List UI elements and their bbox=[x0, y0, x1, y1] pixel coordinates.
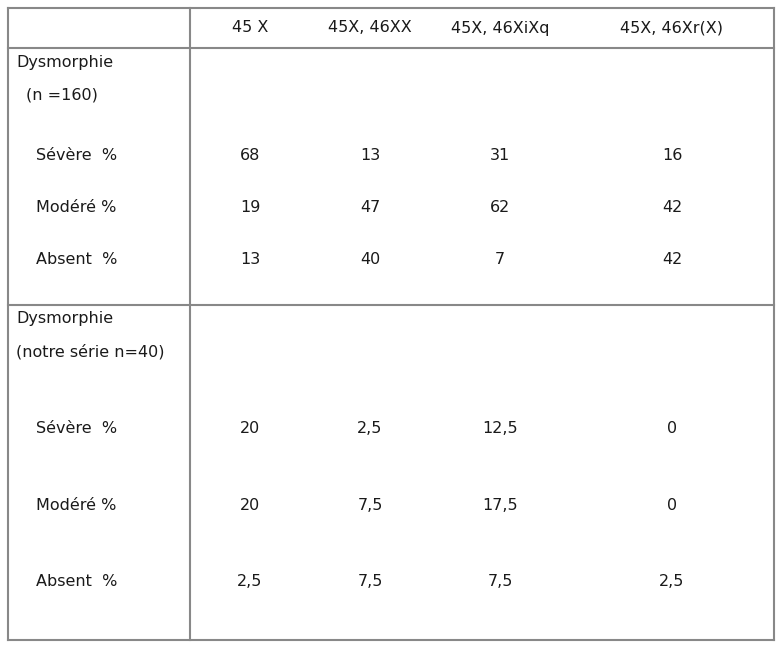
Text: Sévère  %: Sévère % bbox=[36, 148, 117, 163]
Text: 13: 13 bbox=[360, 148, 380, 163]
Text: Modéré %: Modéré % bbox=[36, 200, 117, 215]
Text: 17,5: 17,5 bbox=[482, 498, 518, 513]
Text: 45X, 46XiXq: 45X, 46XiXq bbox=[450, 21, 549, 36]
Text: (n =160): (n =160) bbox=[26, 87, 98, 102]
Text: 31: 31 bbox=[490, 148, 510, 163]
Text: 0: 0 bbox=[667, 498, 677, 513]
Text: Absent  %: Absent % bbox=[36, 574, 117, 589]
Text: 2,5: 2,5 bbox=[357, 421, 382, 436]
Text: 7,5: 7,5 bbox=[357, 498, 382, 513]
Text: 62: 62 bbox=[490, 200, 510, 215]
Text: Dysmorphie: Dysmorphie bbox=[16, 54, 113, 69]
Text: 20: 20 bbox=[240, 498, 260, 513]
Text: 7,5: 7,5 bbox=[487, 574, 513, 589]
Text: 68: 68 bbox=[240, 148, 260, 163]
Text: 16: 16 bbox=[662, 148, 682, 163]
Text: Absent  %: Absent % bbox=[36, 251, 117, 267]
Text: 45 X: 45 X bbox=[231, 21, 268, 36]
Text: 0: 0 bbox=[667, 421, 677, 436]
Text: 7,5: 7,5 bbox=[357, 574, 382, 589]
Text: Sévère  %: Sévère % bbox=[36, 421, 117, 436]
Text: Dysmorphie: Dysmorphie bbox=[16, 312, 113, 327]
Text: 45X, 46Xr(X): 45X, 46Xr(X) bbox=[620, 21, 723, 36]
Text: (notre série n=40): (notre série n=40) bbox=[16, 344, 164, 360]
Text: 40: 40 bbox=[360, 251, 380, 267]
Text: 2,5: 2,5 bbox=[237, 574, 263, 589]
Text: Modéré %: Modéré % bbox=[36, 498, 117, 513]
Text: 12,5: 12,5 bbox=[482, 421, 518, 436]
Text: 2,5: 2,5 bbox=[659, 574, 685, 589]
Text: 47: 47 bbox=[360, 200, 380, 215]
Text: 7: 7 bbox=[495, 251, 505, 267]
Text: 42: 42 bbox=[662, 200, 682, 215]
Text: 45X, 46XX: 45X, 46XX bbox=[328, 21, 412, 36]
Text: 20: 20 bbox=[240, 421, 260, 436]
Text: 42: 42 bbox=[662, 251, 682, 267]
Text: 13: 13 bbox=[240, 251, 260, 267]
Text: 19: 19 bbox=[240, 200, 260, 215]
